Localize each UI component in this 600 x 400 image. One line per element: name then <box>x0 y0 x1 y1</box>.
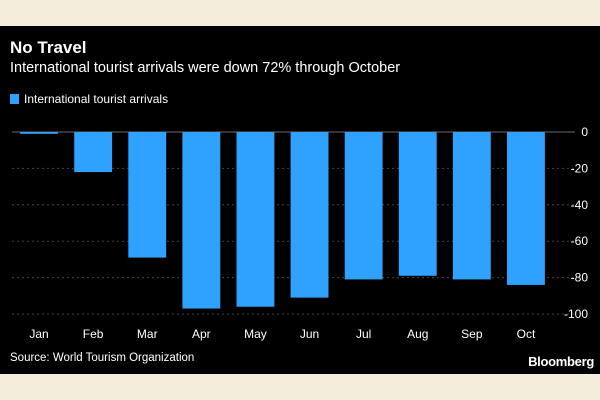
bar-chart: 0 -20 -40 -60 -80 -100 Jan Feb Mar Apr May Jun Jul A… <box>12 125 588 341</box>
bar-jun <box>290 132 329 298</box>
x-tick-label: Jan <box>29 327 48 341</box>
chart-subtitle: International tourist arrivals were down… <box>10 60 401 76</box>
y-tick-label: -20 <box>571 161 589 175</box>
bar-mar <box>128 132 167 258</box>
x-tick-label: Aug <box>407 327 428 341</box>
legend-label: International tourist arrivals <box>24 92 169 106</box>
bar-sep <box>452 132 491 280</box>
chart-title: No Travel <box>10 38 87 57</box>
x-tick-label: Jun <box>300 327 319 341</box>
y-tick-label: 0 <box>581 125 588 139</box>
x-tick-label: Oct <box>517 327 536 341</box>
y-tick-label: -40 <box>571 198 589 212</box>
y-tick-label: -80 <box>571 271 589 285</box>
bloomberg-logo: Bloomberg <box>528 354 594 369</box>
x-tick-label: Feb <box>83 327 104 341</box>
x-tick-label: Apr <box>192 327 211 341</box>
bar-apr <box>182 132 221 309</box>
x-tick-label: Jul <box>356 327 371 341</box>
legend: International tourist arrivals <box>10 92 168 106</box>
x-axis-ticks: Jan Feb Mar Apr May Jun Jul Aug Sep Oct <box>29 327 536 341</box>
y-tick-label: -60 <box>571 234 589 248</box>
x-tick-label: Mar <box>137 327 158 341</box>
bar-may <box>236 132 275 307</box>
bar-jan <box>20 132 58 134</box>
y-tick-label: -100 <box>564 307 588 321</box>
bar-jul <box>344 132 383 280</box>
x-tick-label: May <box>244 327 267 341</box>
bar-feb <box>74 132 113 173</box>
legend-swatch <box>10 94 19 104</box>
chart-panel: No Travel International tourist arrivals… <box>0 26 600 374</box>
bars <box>20 132 545 309</box>
y-axis-ticks: 0 -20 -40 -60 -80 -100 <box>564 125 588 321</box>
source-note: Source: World Tourism Organization <box>10 352 195 364</box>
x-tick-label: Sep <box>461 327 483 341</box>
bar-oct <box>507 132 545 285</box>
bar-aug <box>398 132 437 276</box>
